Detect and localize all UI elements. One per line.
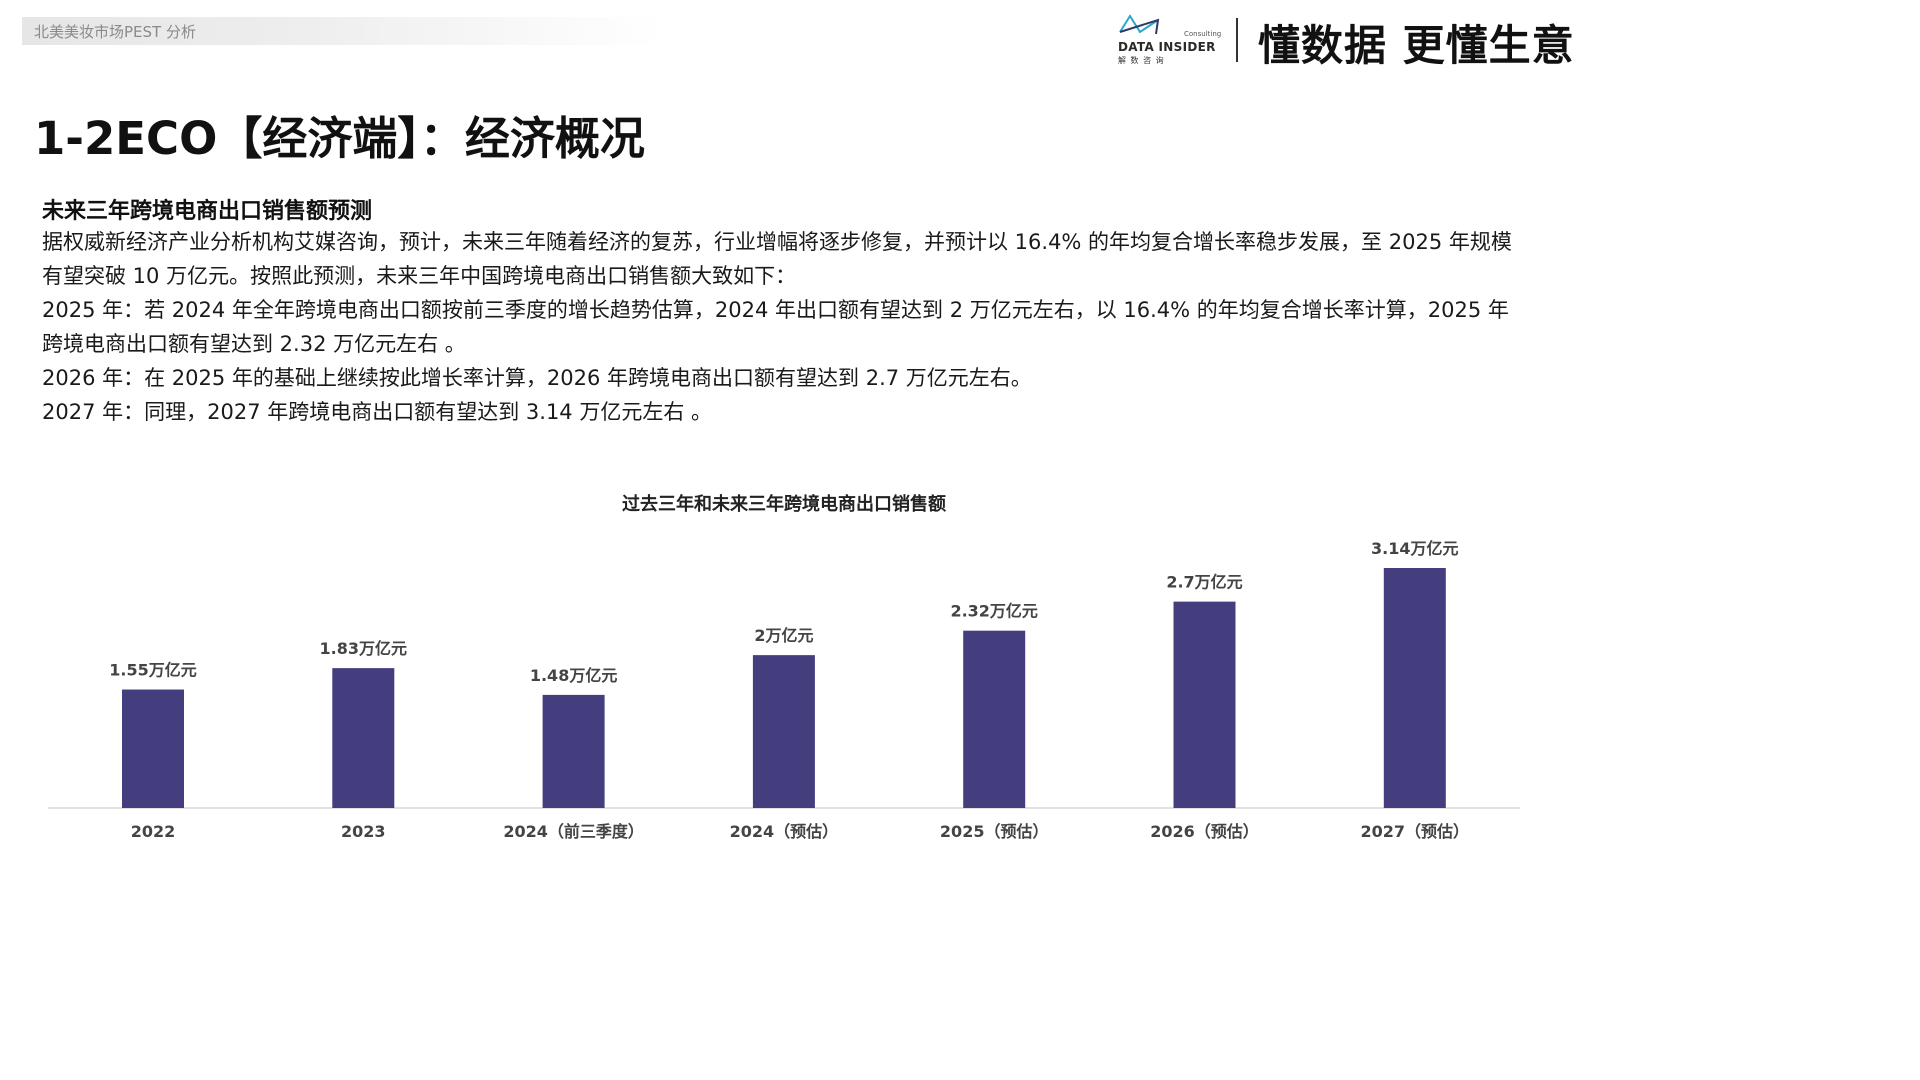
bar-4 [963, 630, 1026, 808]
breadcrumb: 北美美妆市场PEST 分析 [34, 23, 196, 41]
logo-name: DATA INSIDER [1118, 40, 1216, 54]
x-tick-label-3: 2024（预估） [730, 822, 839, 841]
paragraph-2026: 2026 年：在 2025 年的基础上继续按此增长率计算，2026 年跨境电商出… [42, 366, 1032, 390]
bar-6 [1383, 568, 1446, 808]
forecast-paragraph: 据权威新经济产业分析机构艾媒咨询，预计，未来三年随着经济的复苏，行业增幅将逐步修… [42, 225, 1522, 429]
logo-consulting-text: Consulting [1184, 30, 1222, 38]
data-label-4: 2.32万亿元 [950, 602, 1037, 621]
data-label-6: 3.14万亿元 [1371, 539, 1458, 558]
paragraph-2027: 2027 年：同理，2027 年跨境电商出口额有望达到 3.14 万亿元左右 。 [42, 400, 713, 424]
section-heading: 未来三年跨境电商出口销售额预测 [42, 199, 373, 224]
logo-mark-icon [1119, 14, 1160, 35]
bar-5 [1173, 601, 1236, 808]
slogan: 懂数据 更懂生意 [1258, 21, 1575, 70]
data-label-2: 1.48万亿元 [530, 666, 617, 685]
sales-bar-chart: 过去三年和未来三年跨境电商出口销售额 1.55万亿元 2022 1.83万亿元 2023… [48, 493, 1520, 841]
page-title: 1-2ECO【经济端】：经济概况 [34, 112, 645, 165]
data-insider-logo: Consulting DATA INSIDER 解 数 咨 询 [1118, 12, 1222, 68]
data-label-3: 2万亿元 [754, 626, 813, 645]
bar-3 [752, 655, 815, 808]
x-tick-label-0: 2022 [131, 822, 176, 841]
x-tick-label-5: 2026（预估） [1150, 822, 1259, 841]
data-label-0: 1.55万亿元 [109, 661, 196, 680]
logo-subtitle: 解 数 咨 询 [1118, 56, 1165, 65]
x-tick-label-4: 2025（预估） [940, 822, 1049, 841]
x-tick-label-6: 2027（预估） [1361, 822, 1470, 841]
bar-0 [122, 689, 184, 808]
bar-2 [542, 694, 605, 808]
header-divider [1236, 18, 1238, 62]
paragraph-2025: 2025 年：若 2024 年全年跨境电商出口额按前三季度的增长趋势估算，202… [42, 298, 1509, 356]
data-label-5: 2.7万亿元 [1166, 573, 1242, 592]
breadcrumb-bar: 北美美妆市场PEST 分析 [22, 17, 662, 45]
chart-title: 过去三年和未来三年跨境电商出口销售额 [622, 493, 946, 515]
bar-1 [332, 668, 395, 808]
paragraph-intro: 据权威新经济产业分析机构艾媒咨询，预计，未来三年随着经济的复苏，行业增幅将逐步修… [42, 230, 1512, 288]
x-tick-label-2: 2024（前三季度） [503, 822, 644, 841]
x-tick-label-1: 2023 [341, 822, 386, 841]
data-label-1: 1.83万亿元 [320, 639, 407, 658]
